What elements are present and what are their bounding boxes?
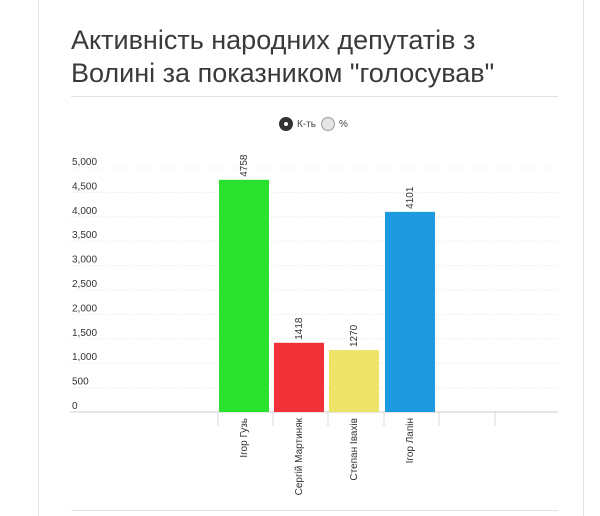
category-label: Ігор Гузь bbox=[239, 418, 250, 458]
y-tick-label: 500 bbox=[72, 377, 89, 388]
y-tick-label: 1,500 bbox=[72, 328, 97, 339]
percent-radio-icon[interactable] bbox=[321, 117, 335, 131]
y-tick-label: 2,000 bbox=[72, 303, 97, 314]
y-tick-label: 2,500 bbox=[72, 279, 97, 290]
title-divider bbox=[71, 96, 558, 97]
bar-value-label: 1270 bbox=[349, 324, 360, 347]
y-tick-label: 5,000 bbox=[72, 157, 97, 168]
left-frame-line bbox=[38, 0, 39, 516]
y-tick-label: 4,000 bbox=[72, 206, 97, 217]
y-tick-label: 3,000 bbox=[72, 255, 97, 266]
count-toggle-label: К-ть bbox=[297, 118, 316, 130]
category-label: Сергій Мартиняк bbox=[294, 417, 305, 495]
y-tick-label: 4,500 bbox=[72, 181, 97, 192]
count-radio-icon[interactable] bbox=[279, 117, 293, 131]
y-tick-label: 1,000 bbox=[72, 352, 97, 363]
bar-value-label: 1418 bbox=[294, 317, 305, 340]
count-toggle[interactable]: К-ть bbox=[279, 117, 316, 131]
y-tick-label: 3,500 bbox=[72, 230, 97, 241]
bar bbox=[329, 350, 379, 412]
percent-toggle-label: % bbox=[339, 118, 348, 130]
category-label: Ігор Лапін bbox=[405, 418, 416, 463]
bar bbox=[274, 342, 324, 412]
bar bbox=[385, 211, 435, 412]
y-tick-label: 0 bbox=[72, 401, 78, 412]
bottom-divider bbox=[71, 510, 558, 511]
bar bbox=[219, 179, 269, 412]
bar-value-label: 4101 bbox=[405, 186, 416, 209]
percent-toggle[interactable]: % bbox=[321, 117, 348, 131]
chart-title: Активність народних депутатів з Волині з… bbox=[71, 25, 495, 88]
bar-value-label: 4758 bbox=[239, 154, 250, 177]
category-label: Степан Івахів bbox=[349, 418, 360, 481]
right-frame-line bbox=[583, 0, 584, 516]
